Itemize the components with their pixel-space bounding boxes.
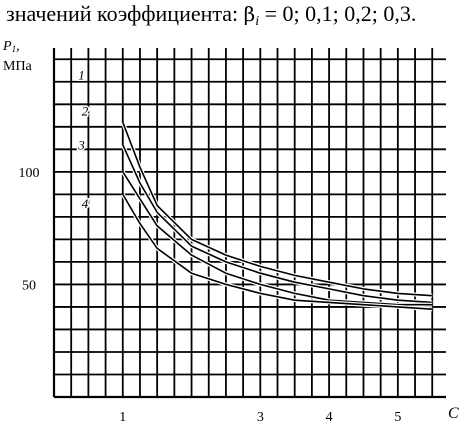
curve-number-label: 3	[77, 137, 85, 152]
y-tick-label: 50	[22, 278, 36, 293]
curve-number-label: 1	[78, 68, 85, 83]
caption-beta-symbol: β	[243, 2, 256, 26]
chart-tick-labels: 1 3 4 5 100 50	[19, 166, 402, 425]
chart-curve-labels: 1 2 3 4	[76, 66, 90, 212]
curve-number-label: 2	[82, 104, 89, 119]
curve-line-2	[122, 144, 433, 304]
y-axis-label: P1,	[2, 39, 20, 54]
chart-grid	[52, 48, 446, 399]
x-axis-label: C	[448, 405, 459, 422]
x-tick-label: 1	[119, 410, 126, 425]
curve-line-3	[122, 171, 433, 306]
curve-line-1	[122, 122, 433, 297]
y-tick-label: 100	[19, 166, 40, 181]
caption-suffix: = 0; 0,1; 0,2; 0,3.	[259, 1, 417, 26]
figure-caption: значений коэффициента: βi = 0; 0,1; 0,2;…	[6, 1, 466, 30]
curve-line-4	[122, 193, 433, 310]
x-tick-label: 4	[326, 410, 333, 425]
caption-subscript: i	[255, 14, 260, 29]
x-tick-label: 5	[394, 410, 401, 425]
x-tick-label: 3	[257, 410, 264, 425]
caption-prefix: значений коэффициента:	[6, 1, 244, 26]
curve-number-label: 4	[82, 196, 89, 211]
y-axis-unit: МПа	[3, 59, 33, 74]
chart-curves	[120, 121, 433, 312]
